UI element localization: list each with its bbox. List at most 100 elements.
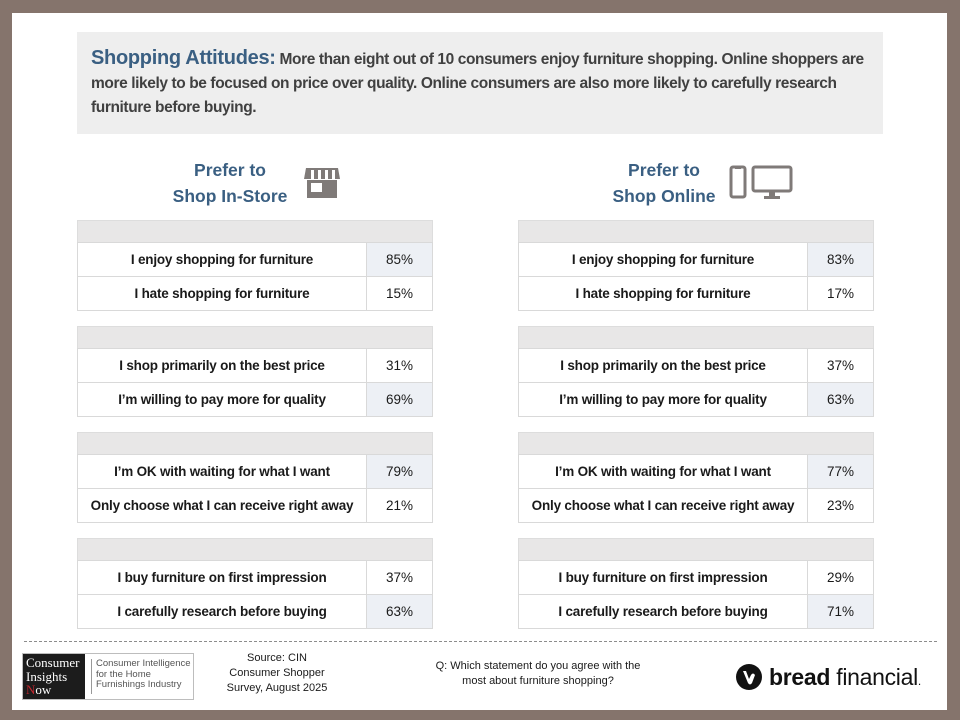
- online-group-research: I buy furniture on first impression 29% I…: [518, 538, 874, 629]
- brand-bold: bread: [769, 663, 831, 690]
- table-row: I carefully research before buying 63%: [77, 594, 433, 629]
- heading-online-line1: Prefer to: [628, 160, 700, 180]
- row-value: 31%: [366, 348, 433, 383]
- summary-text: More than eight out of 10 consumers enjo…: [91, 51, 864, 116]
- bread-logo-mark-icon: [736, 664, 762, 690]
- row-label: I buy furniture on first impression: [77, 560, 367, 595]
- in-store-group-price: I shop primarily on the best price 31% I’…: [77, 326, 433, 417]
- summary-lead: Shopping Attitudes:: [91, 47, 276, 69]
- cin-logo-tagline: Consumer Intelligence for the Home Furni…: [91, 658, 191, 694]
- heading-in-store-line1: Prefer to: [194, 160, 266, 180]
- table-row: I’m willing to pay more for quality 63%: [518, 382, 874, 417]
- group-header: [518, 220, 874, 242]
- row-label: I’m willing to pay more for quality: [77, 382, 367, 417]
- table-row: I’m OK with waiting for what I want 77%: [518, 454, 874, 489]
- online-group-price: I shop primarily on the best price 37% I’…: [518, 326, 874, 417]
- row-value: 37%: [366, 560, 433, 595]
- brand-rest: financial: [830, 663, 918, 690]
- question-line2: most about furniture shopping?: [462, 675, 614, 687]
- table-row: I hate shopping for furniture 15%: [77, 276, 433, 311]
- row-label: I hate shopping for furniture: [518, 276, 808, 311]
- row-value: 79%: [366, 454, 433, 489]
- in-store-group-waiting: I’m OK with waiting for what I want 79% O…: [77, 432, 433, 523]
- heading-online-line2: Shop Online: [612, 186, 716, 206]
- group-header: [77, 220, 433, 242]
- table-row: I’m OK with waiting for what I want 79%: [77, 454, 433, 489]
- brand-dot: .: [917, 673, 921, 688]
- row-label: I shop primarily on the best price: [77, 348, 367, 383]
- row-label: I hate shopping for furniture: [77, 276, 367, 311]
- row-value: 63%: [807, 382, 874, 417]
- row-label: I enjoy shopping for furniture: [518, 242, 808, 277]
- question-line1: Q: Which statement do you agree with the: [435, 660, 641, 672]
- in-store-group-enjoyment: I enjoy shopping for furniture 85% I hate…: [77, 220, 433, 311]
- table-row: Only choose what I can receive right awa…: [518, 488, 874, 523]
- phone-and-monitor-icon: [729, 165, 793, 199]
- row-label: I carefully research before buying: [77, 594, 367, 629]
- row-value: 69%: [366, 382, 433, 417]
- cin-logo-line2: Insights: [26, 668, 68, 684]
- table-row: I carefully research before buying 71%: [518, 594, 874, 629]
- group-header: [77, 538, 433, 560]
- summary-box: Shopping Attitudes: More than eight out …: [77, 32, 883, 134]
- row-label: I shop primarily on the best price: [518, 348, 808, 383]
- cin-tagline-2: for the Home: [96, 668, 151, 680]
- row-label: I’m OK with waiting for what I want: [518, 454, 808, 489]
- cin-logo-initial: N: [26, 682, 36, 697]
- table-row: I shop primarily on the best price 31%: [77, 348, 433, 383]
- brand-wordmark: bread financial.: [769, 664, 921, 691]
- table-row: I hate shopping for furniture 17%: [518, 276, 874, 311]
- table-row: I buy furniture on first impression 37%: [77, 560, 433, 595]
- cin-tagline-1: Consumer Intelligence: [96, 658, 191, 669]
- row-label: Only choose what I can receive right awa…: [518, 488, 808, 523]
- row-label: I enjoy shopping for furniture: [77, 242, 367, 277]
- cin-logo-line3: Now: [26, 683, 85, 697]
- row-value: 37%: [807, 348, 874, 383]
- footer-divider: [24, 641, 937, 642]
- table-row: Only choose what I can receive right awa…: [77, 488, 433, 523]
- group-header: [518, 538, 874, 560]
- source-line2: Consumer Shopper: [229, 667, 325, 679]
- in-store-group-research: I buy furniture on first impression 37% I…: [77, 538, 433, 629]
- online-group-waiting: I’m OK with waiting for what I want 77% O…: [518, 432, 874, 523]
- table-row: I shop primarily on the best price 37%: [518, 348, 874, 383]
- row-value: 63%: [366, 594, 433, 629]
- table-row: I buy furniture on first impression 29%: [518, 560, 874, 595]
- cin-logo: Consumer Insights Now Consumer Intellige…: [22, 653, 194, 700]
- row-value: 17%: [807, 276, 874, 311]
- row-value: 15%: [366, 276, 433, 311]
- row-value: 21%: [366, 488, 433, 523]
- row-label: I’m willing to pay more for quality: [518, 382, 808, 417]
- heading-in-store: Prefer to Shop In-Store: [155, 157, 305, 209]
- slide: Shopping Attitudes: More than eight out …: [12, 13, 947, 710]
- row-value: 77%: [807, 454, 874, 489]
- group-header: [518, 326, 874, 348]
- table-row: I enjoy shopping for furniture 83%: [518, 242, 874, 277]
- row-value: 29%: [807, 560, 874, 595]
- cin-logo-mark: Consumer Insights Now: [23, 654, 85, 699]
- row-label: I carefully research before buying: [518, 594, 808, 629]
- cin-logo-rest: ow: [35, 682, 52, 697]
- source-line1: Source: CIN: [247, 652, 307, 664]
- bread-financial-logo: bread financial.: [735, 663, 921, 691]
- group-header: [77, 432, 433, 454]
- survey-question: Q: Which statement do you agree with the…: [418, 659, 658, 689]
- table-row: I’m willing to pay more for quality 69%: [77, 382, 433, 417]
- row-value: 23%: [807, 488, 874, 523]
- row-label: I buy furniture on first impression: [518, 560, 808, 595]
- group-header: [77, 326, 433, 348]
- cin-tagline-3: Furnishings Industry: [96, 679, 182, 690]
- source-note: Source: CIN Consumer Shopper Survey, Aug…: [212, 651, 342, 696]
- row-label: Only choose what I can receive right awa…: [77, 488, 367, 523]
- group-header: [518, 432, 874, 454]
- row-value: 83%: [807, 242, 874, 277]
- row-value: 71%: [807, 594, 874, 629]
- storefront-icon: [304, 168, 340, 198]
- heading-in-store-line2: Shop In-Store: [172, 186, 288, 206]
- source-line3: Survey, August 2025: [226, 682, 328, 694]
- table-row: I enjoy shopping for furniture 85%: [77, 242, 433, 277]
- cin-logo-line1: Consumer: [26, 655, 80, 670]
- online-group-enjoyment: I enjoy shopping for furniture 83% I hate…: [518, 220, 874, 311]
- heading-online: Prefer to Shop Online: [589, 157, 739, 209]
- row-label: I’m OK with waiting for what I want: [77, 454, 367, 489]
